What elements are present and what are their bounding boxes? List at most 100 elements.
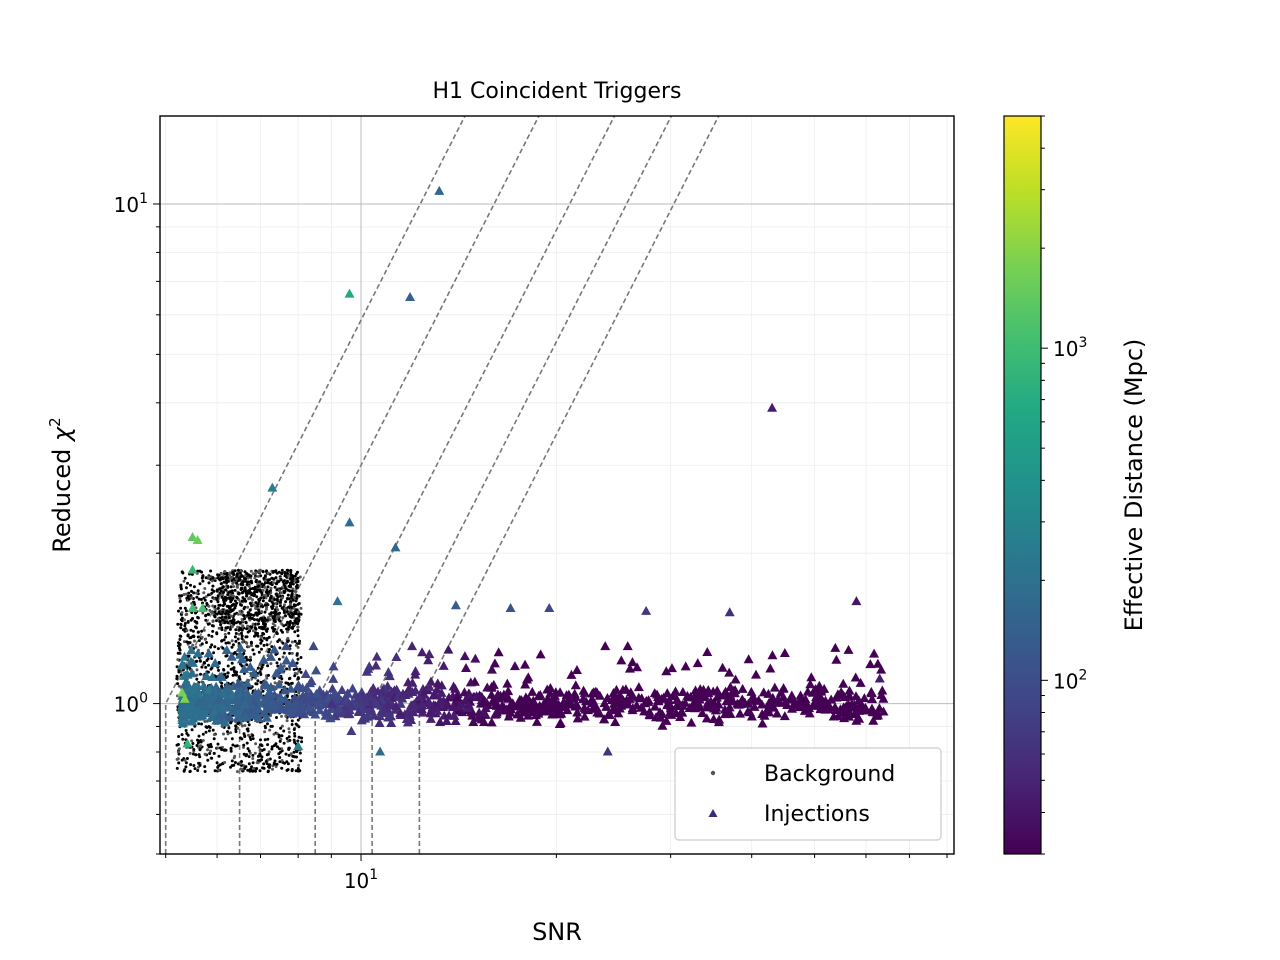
background-point (259, 635, 263, 639)
background-point (233, 761, 237, 764)
background-point (265, 629, 269, 632)
colorbar-tick-label: 102 (1053, 667, 1087, 693)
background-point (213, 614, 217, 618)
injection-point (705, 699, 716, 709)
background-point (256, 666, 260, 670)
background-point (217, 626, 221, 630)
background-point (175, 674, 179, 678)
background-point (181, 737, 185, 741)
background-point (207, 622, 211, 626)
background-point (237, 675, 241, 679)
background-point (254, 571, 258, 575)
background-point (264, 760, 268, 763)
injection-point (214, 710, 225, 720)
background-point (220, 681, 224, 685)
background-point (197, 734, 201, 738)
background-point (295, 667, 299, 671)
injection-point (702, 647, 713, 657)
background-point (196, 738, 199, 742)
background-point (216, 576, 220, 580)
background-point (256, 585, 260, 588)
background-point (267, 650, 271, 654)
injection-point (772, 708, 783, 718)
injection-point (242, 678, 253, 688)
background-point (236, 568, 240, 572)
background-point (235, 673, 239, 677)
background-point (196, 741, 200, 745)
injection-point (749, 701, 760, 711)
background-point (273, 585, 277, 589)
background-point (244, 754, 248, 758)
background-point (185, 757, 189, 760)
background-point (227, 726, 231, 730)
injection-point (664, 694, 675, 704)
colorbar: 102 103 Effective Distance (Mpc) (1003, 115, 1148, 855)
background-point (224, 641, 228, 645)
background-point (226, 664, 230, 668)
injection-point (677, 686, 688, 696)
background-point (206, 758, 210, 762)
background-point (220, 639, 224, 643)
background-point (207, 729, 211, 733)
background-point (277, 733, 281, 737)
background-point (184, 729, 188, 732)
injection-point (867, 694, 878, 704)
background-point (211, 728, 215, 732)
injection-point (245, 661, 256, 671)
injection-point (874, 673, 885, 683)
background-point (280, 747, 284, 751)
background-point (178, 634, 182, 638)
background-point (288, 667, 292, 671)
injection-point (831, 654, 842, 664)
background-point (261, 569, 265, 573)
injection-point (214, 695, 225, 705)
background-point (271, 602, 275, 606)
background-point (221, 586, 225, 589)
injection-point (699, 689, 710, 699)
background-point (297, 691, 301, 695)
background-point (254, 606, 258, 610)
injection-point (417, 647, 428, 657)
background-point (251, 648, 255, 652)
background-point (295, 755, 298, 759)
injection-point (386, 718, 397, 728)
injection-point (261, 680, 272, 690)
y-axis-label-prefix: Reduced (48, 441, 76, 553)
background-point (243, 766, 247, 770)
background-point (284, 614, 287, 618)
background-point (269, 662, 273, 666)
background-point (187, 597, 191, 601)
background-point (200, 576, 204, 580)
injection-point (620, 684, 631, 694)
injection-point (393, 691, 404, 701)
background-point (239, 612, 243, 616)
background-point (253, 576, 257, 580)
background-point (180, 758, 184, 762)
background-point (236, 612, 240, 616)
background-point (272, 581, 276, 585)
background-point (242, 745, 245, 749)
injection-point (197, 710, 208, 720)
background-point (272, 744, 276, 748)
background-point (203, 770, 207, 773)
background-point (296, 677, 300, 681)
background-point (205, 659, 209, 662)
injection-point (844, 690, 855, 700)
background-point (286, 597, 289, 601)
injection-point (331, 691, 342, 701)
background-point (207, 663, 210, 667)
background-point (216, 600, 220, 604)
background-point (294, 590, 298, 593)
background-point (278, 756, 282, 759)
background-point (211, 576, 215, 580)
injection-point (185, 656, 196, 666)
background-point (249, 658, 253, 662)
background-point (234, 628, 238, 632)
injection-point (695, 701, 706, 711)
background-point (258, 670, 262, 674)
background-point (283, 606, 287, 610)
background-point (210, 579, 214, 583)
injection-point (354, 692, 365, 702)
background-point (186, 641, 190, 644)
injection-point (872, 707, 883, 717)
